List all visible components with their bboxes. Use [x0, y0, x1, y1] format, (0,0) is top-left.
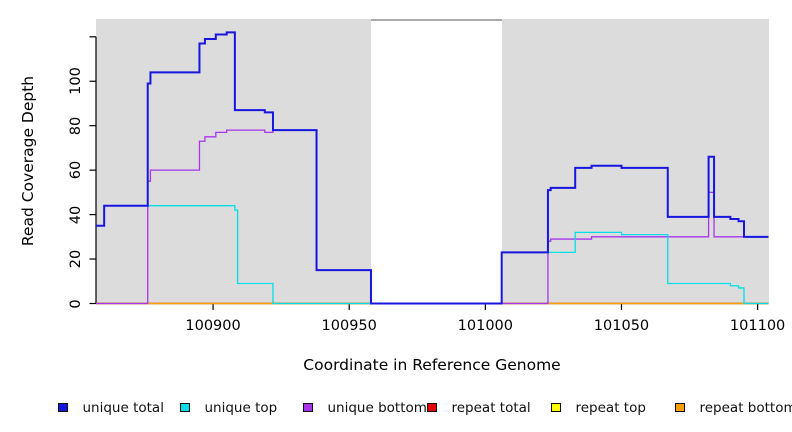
- series-line-unique-total: [96, 31, 769, 305]
- legend-label: unique total: [82, 399, 164, 416]
- legend-label: repeat top: [575, 399, 646, 416]
- legend-swatch-icon: [58, 402, 68, 413]
- x-tick-label: 101100: [729, 318, 786, 334]
- series-line-unique-bottom: [96, 129, 769, 305]
- legend-swatch-icon: [303, 402, 313, 413]
- series-line-unique-top: [96, 205, 769, 305]
- legend-swatch-icon: [551, 402, 561, 413]
- x-tick-label: 100900: [185, 318, 241, 334]
- masked-region-band: [370, 19, 502, 304]
- legend-label: unique bottom: [327, 399, 427, 416]
- legend-item-repeat-total: repeat total: [427, 399, 531, 416]
- legend-item-repeat-bottom: repeat bottom: [675, 399, 792, 416]
- y-tick-label: 20: [68, 249, 84, 269]
- legend-label: repeat bottom: [699, 399, 792, 416]
- legend-label: unique top: [204, 399, 278, 416]
- x-tick-label: 100950: [321, 318, 377, 334]
- y-tick-label: 60: [68, 160, 84, 180]
- x-axis-title: Coordinate in Reference Genome: [303, 356, 561, 374]
- legend-swatch-icon: [675, 402, 685, 413]
- legend-item-repeat-top: repeat top: [551, 399, 646, 416]
- x-tick-label: 101050: [593, 318, 650, 334]
- y-tick-label: 80: [68, 116, 84, 135]
- legend-item-unique-top: unique top: [180, 399, 277, 416]
- legend-swatch-icon: [427, 402, 437, 413]
- y-tick-label: 100: [68, 67, 84, 96]
- legend-swatch-icon: [180, 402, 190, 413]
- y-tick-label: 0: [68, 298, 84, 309]
- y-axis-title: Read Coverage Depth: [19, 75, 37, 247]
- legend-label: repeat total: [451, 399, 531, 416]
- legend-item-unique-total: unique total: [58, 399, 164, 416]
- y-tick-label: 40: [68, 205, 84, 224]
- x-tick-label: 101000: [457, 318, 514, 334]
- legend-item-unique-bottom: unique bottom: [303, 399, 427, 416]
